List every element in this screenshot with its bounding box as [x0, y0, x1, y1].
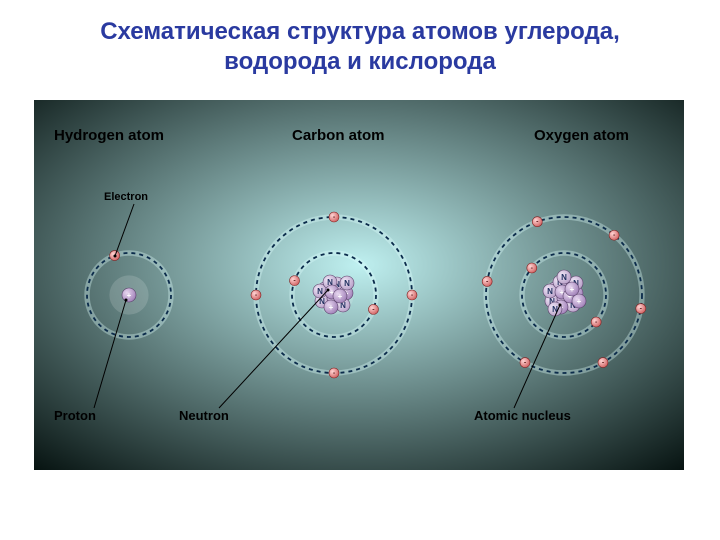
part-label: Atomic nucleus — [474, 408, 571, 423]
svg-text:+: + — [577, 297, 582, 306]
svg-text:N: N — [344, 279, 350, 288]
svg-text:N: N — [552, 305, 558, 314]
title-line-2: водорода и кислорода — [0, 48, 720, 76]
part-label: Neutron — [179, 408, 229, 423]
atom-header: Carbon atom — [292, 127, 385, 144]
page: Схематическая структура атомов углерода,… — [0, 0, 720, 540]
diagram-stage: Hydrogen atom-+ElectronProtonCarbon atom… — [34, 100, 684, 470]
svg-text:+: + — [338, 292, 343, 301]
svg-text:N: N — [317, 287, 323, 296]
title-line-1: Схематическая структура атомов углерода, — [0, 18, 720, 46]
svg-text:N: N — [561, 273, 567, 282]
part-label: Electron — [104, 191, 148, 203]
svg-text:+: + — [127, 291, 132, 300]
diagram-svg: Hydrogen atom-+ElectronProtonCarbon atom… — [34, 100, 684, 470]
svg-text:N: N — [547, 287, 553, 296]
atom-header: Hydrogen atom — [54, 127, 164, 144]
atom-header: Oxygen atom — [534, 127, 629, 144]
svg-text:+: + — [329, 303, 334, 312]
part-label: Proton — [54, 408, 96, 423]
svg-text:+: + — [570, 285, 575, 294]
